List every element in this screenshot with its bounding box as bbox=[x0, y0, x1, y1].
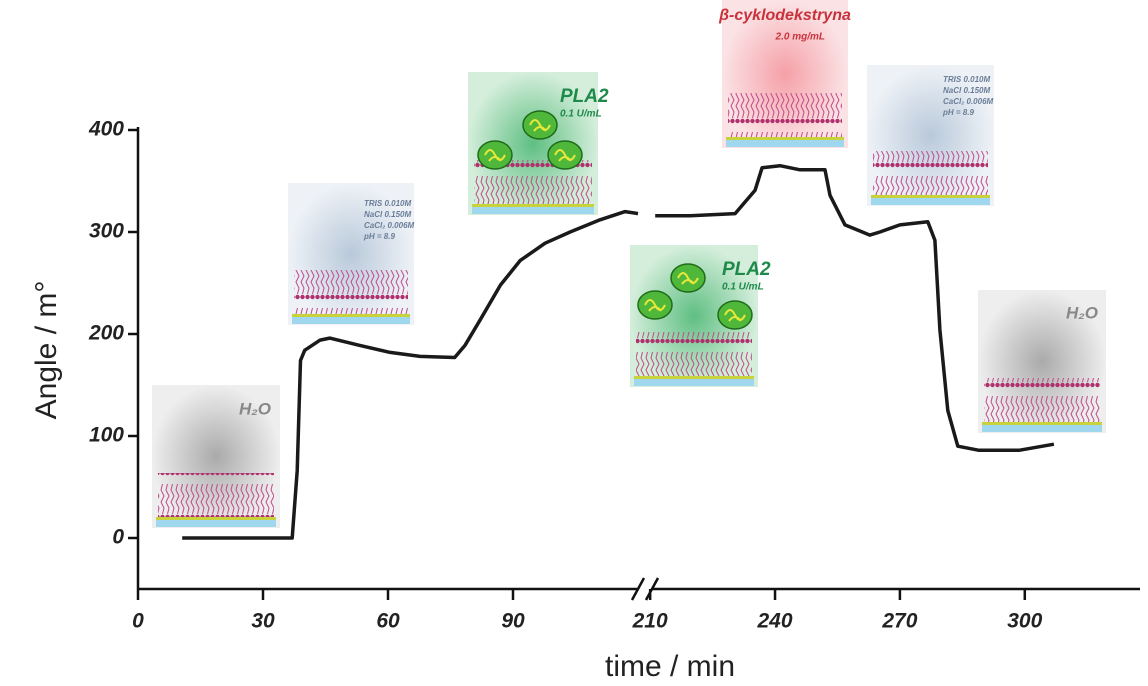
substrate bbox=[156, 520, 276, 527]
annotation: NaCl 0.150M bbox=[364, 210, 411, 219]
annotation: β-cyklodekstryna bbox=[718, 7, 851, 24]
chart: H₂O TRIS 0.010M NaCl 0.150M CaCl₂ 0.006M pH … bbox=[0, 0, 1148, 686]
gold-layer bbox=[472, 204, 594, 207]
lipid-layer bbox=[984, 378, 1100, 422]
substrate bbox=[982, 425, 1102, 432]
gold-layer bbox=[292, 314, 410, 317]
lipid-layer bbox=[636, 332, 752, 376]
substrate bbox=[292, 317, 410, 324]
annotation: 2.0 mg/mL bbox=[775, 32, 825, 43]
x-tick-label: 60 bbox=[376, 610, 400, 633]
gold-layer bbox=[156, 517, 276, 520]
substrate bbox=[871, 198, 990, 205]
substrate bbox=[634, 379, 754, 386]
annotation: H₂O bbox=[239, 399, 271, 418]
gold-layer bbox=[634, 376, 754, 379]
gold-layer bbox=[982, 422, 1102, 425]
y-tick-label: 200 bbox=[88, 322, 124, 345]
x-tick-label: 300 bbox=[1007, 610, 1042, 633]
y-tick-label: 300 bbox=[89, 220, 124, 243]
annotation: CaCl₂ 0.006M bbox=[364, 221, 415, 230]
annotation: pH = 8.9 bbox=[363, 232, 395, 241]
substrate bbox=[726, 140, 844, 147]
annotation: 0.1 U/mL bbox=[722, 282, 764, 293]
annotation: CaCl₂ 0.006M bbox=[943, 97, 994, 106]
annotation: TRIS 0.010M bbox=[943, 75, 990, 84]
annotation: PLA2 bbox=[560, 86, 609, 107]
lipid-layer bbox=[158, 473, 274, 517]
x-tick-label: 30 bbox=[251, 610, 275, 633]
x-tick-label: 270 bbox=[881, 610, 917, 633]
x-tick-label: 90 bbox=[501, 610, 525, 633]
y-tick-label: 400 bbox=[88, 118, 124, 141]
annotation: NaCl 0.150M bbox=[943, 86, 990, 95]
annotation: pH = 8.9 bbox=[942, 108, 974, 117]
gold-layer bbox=[871, 195, 990, 198]
annotation: PLA2 bbox=[722, 259, 771, 280]
y-tick-label: 0 bbox=[112, 526, 124, 549]
annotation: H₂O bbox=[1066, 303, 1098, 322]
y-tick-label: 100 bbox=[89, 424, 124, 447]
lipid-layer bbox=[728, 93, 842, 137]
annotation: 0.1 U/mL bbox=[560, 109, 602, 120]
lipid-layer bbox=[294, 270, 408, 314]
substrate bbox=[472, 207, 594, 214]
lipid-layer bbox=[873, 151, 988, 195]
y-axis-label: Angle / m° bbox=[30, 281, 63, 420]
x-tick-label: 240 bbox=[757, 610, 793, 633]
x-tick-label: 210 bbox=[632, 610, 668, 633]
x-tick-label: 0 bbox=[132, 610, 144, 633]
annotation: TRIS 0.010M bbox=[364, 199, 411, 208]
gold-layer bbox=[726, 137, 844, 140]
x-axis-label: time / min bbox=[605, 650, 735, 683]
